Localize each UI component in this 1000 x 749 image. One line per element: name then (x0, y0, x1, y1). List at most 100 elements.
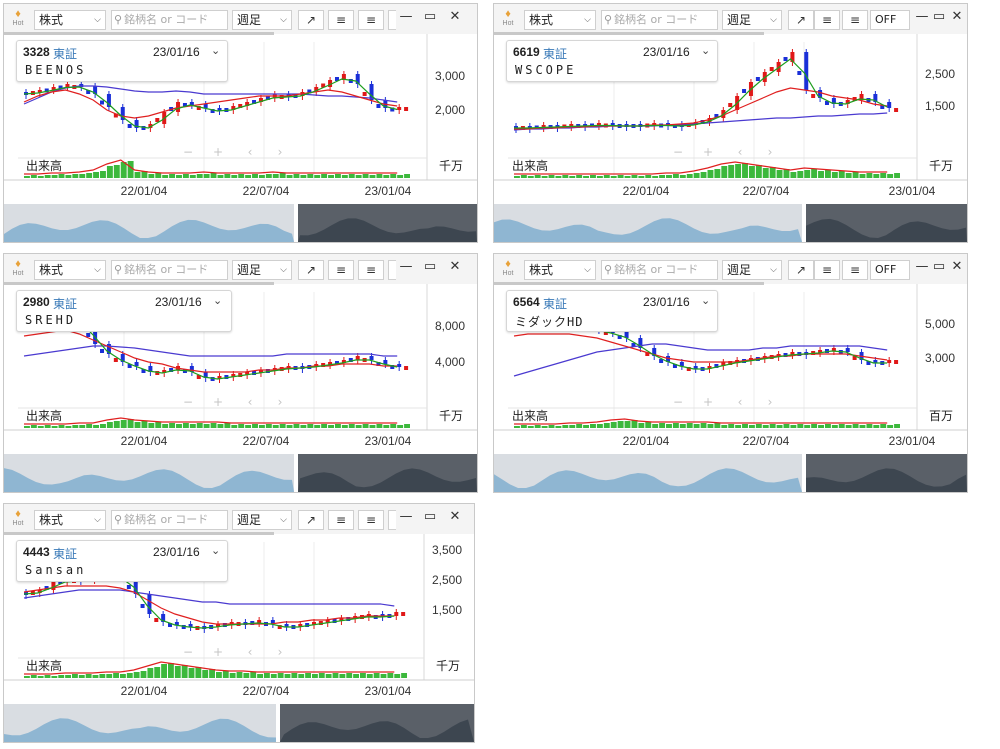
candle (397, 364, 402, 367)
align-left-icon[interactable]: ≡ (328, 510, 354, 530)
candle (252, 371, 257, 375)
period-select-value: 週足 (237, 263, 262, 277)
category-select[interactable]: 株式 ⌵ (524, 260, 596, 280)
off-toggle[interactable]: OFF (870, 10, 910, 30)
volume-bar (555, 176, 562, 178)
volume-bar (686, 174, 693, 178)
category-select[interactable]: 株式 ⌵ (34, 510, 106, 530)
search-input[interactable]: ⚲ 銘柄名 or コード (601, 10, 718, 30)
search-input[interactable]: ⚲ 銘柄名 or コード (111, 510, 228, 530)
minimize-icon[interactable]: — (915, 9, 929, 24)
volume-bar (328, 425, 334, 428)
category-select[interactable]: 株式 ⌵ (34, 260, 106, 280)
moving-average-mid (514, 87, 888, 130)
volume-bar (534, 175, 541, 178)
candle (790, 352, 795, 355)
hot-button[interactable]: ♦ Hot (8, 258, 28, 277)
stock-code: 2980 (23, 295, 50, 309)
volume-bar (224, 174, 231, 178)
minimize-icon[interactable]: — (399, 509, 413, 524)
volume-bar (894, 173, 900, 178)
restore-icon[interactable]: ▭ (932, 9, 946, 24)
restore-icon[interactable]: ▭ (423, 9, 437, 24)
overview-handle (802, 204, 806, 242)
expand-arrow-icon[interactable]: ↗ (298, 10, 324, 30)
search-input[interactable]: ⚲ 銘柄名 or コード (601, 260, 718, 280)
hot-button[interactable]: ♦ Hot (498, 8, 518, 27)
extra-button[interactable] (388, 510, 396, 530)
expand-arrow-icon[interactable]: ↗ (788, 10, 814, 30)
volume-bar (120, 420, 127, 428)
close-icon[interactable]: ✕ (951, 259, 963, 274)
x-tick-label: 23/01/04 (889, 184, 936, 198)
price-chart[interactable]: 2,500 1,500 出来高 千万 22/01/04 22/07/04 23/01/04 −… (494, 34, 967, 243)
minimize-icon[interactable]: — (915, 259, 929, 274)
candle (873, 94, 878, 102)
candle (797, 71, 802, 75)
expand-arrow-icon[interactable]: ↗ (298, 510, 324, 530)
y-tick-label: 3,000 (435, 69, 465, 83)
align-right-icon[interactable]: ≡ (842, 260, 868, 280)
period-select[interactable]: 週足 ⌵ (232, 260, 292, 280)
volume-bar (394, 674, 401, 678)
align-right-icon[interactable]: ≡ (358, 510, 384, 530)
price-chart[interactable]: 3,500 2,500 1,500 出来高 千万 22/01/04 22/07/04 23/0… (4, 534, 474, 743)
search-input[interactable]: ⚲ 銘柄名 or コード (111, 10, 228, 30)
extra-button[interactable] (388, 10, 396, 30)
period-select[interactable]: 週足 ⌵ (232, 510, 292, 530)
chevron-down-icon[interactable]: ⌄ (211, 44, 221, 57)
volume-bar (30, 425, 37, 428)
candle (355, 356, 360, 360)
period-select[interactable]: 週足 ⌵ (722, 260, 782, 280)
category-select[interactable]: 株式 ⌵ (524, 10, 596, 30)
align-left-icon[interactable]: ≡ (814, 260, 840, 280)
chevron-down-icon[interactable]: ⌄ (211, 544, 221, 557)
candle (86, 90, 91, 94)
hot-button[interactable]: ♦ Hot (498, 258, 518, 277)
close-icon[interactable]: ✕ (449, 509, 461, 524)
close-icon[interactable]: ✕ (449, 9, 461, 24)
chevron-down-icon[interactable]: ⌄ (213, 294, 223, 307)
hot-button[interactable]: ♦ Hot (8, 8, 28, 27)
extra-button[interactable] (388, 260, 396, 280)
align-right-icon[interactable]: ≡ (842, 10, 868, 30)
search-placeholder: 銘柄名 or コード (614, 263, 699, 276)
volume-label: 出来高 (26, 658, 62, 673)
x-tick-label: 22/07/04 (743, 434, 790, 448)
expand-arrow-icon[interactable]: ↗ (788, 260, 814, 280)
volume-bar (99, 674, 106, 678)
category-select-value: 株式 (39, 263, 64, 277)
align-right-icon[interactable]: ≡ (358, 10, 384, 30)
volume-bar (769, 167, 776, 178)
price-chart[interactable]: 5,000 3,000 出来高 百万 22/01/04 22/07/04 23/01/04 −… (494, 284, 967, 493)
price-chart[interactable]: 8,000 4,000 出来高 千万 22/01/04 22/07/04 23/01/04 −… (4, 284, 477, 493)
close-icon[interactable]: ✕ (449, 259, 461, 274)
candle (217, 376, 222, 379)
restore-icon[interactable]: ▭ (423, 259, 437, 274)
close-icon[interactable]: ✕ (951, 9, 963, 24)
off-toggle[interactable]: OFF (870, 260, 910, 280)
align-left-icon[interactable]: ≡ (328, 10, 354, 30)
category-select[interactable]: 株式 ⌵ (34, 10, 106, 30)
volume-bar (397, 175, 404, 178)
align-left-icon[interactable]: ≡ (814, 10, 840, 30)
volume-bar (169, 423, 176, 428)
restore-icon[interactable]: ▭ (932, 259, 946, 274)
volume-bar (65, 175, 72, 178)
expand-arrow-icon[interactable]: ↗ (298, 260, 324, 280)
period-select[interactable]: 週足 ⌵ (722, 10, 782, 30)
candle (714, 114, 719, 118)
price-chart[interactable]: 3,000 2,000 出来高 千万 22/01/04 22/07/04 23/01/04 −… (4, 34, 477, 243)
align-left-icon[interactable]: ≡ (328, 260, 354, 280)
volume-bar (93, 425, 100, 428)
minimize-icon[interactable]: — (399, 259, 413, 274)
period-select[interactable]: 週足 ⌵ (232, 10, 292, 30)
restore-icon[interactable]: ▭ (423, 509, 437, 524)
volume-bar (714, 169, 721, 178)
hot-button[interactable]: ♦ Hot (8, 508, 28, 527)
chevron-down-icon[interactable]: ⌄ (701, 294, 711, 307)
align-right-icon[interactable]: ≡ (358, 260, 384, 280)
chevron-down-icon[interactable]: ⌄ (701, 44, 711, 57)
minimize-icon[interactable]: — (399, 9, 413, 24)
search-input[interactable]: ⚲ 銘柄名 or コード (111, 260, 228, 280)
